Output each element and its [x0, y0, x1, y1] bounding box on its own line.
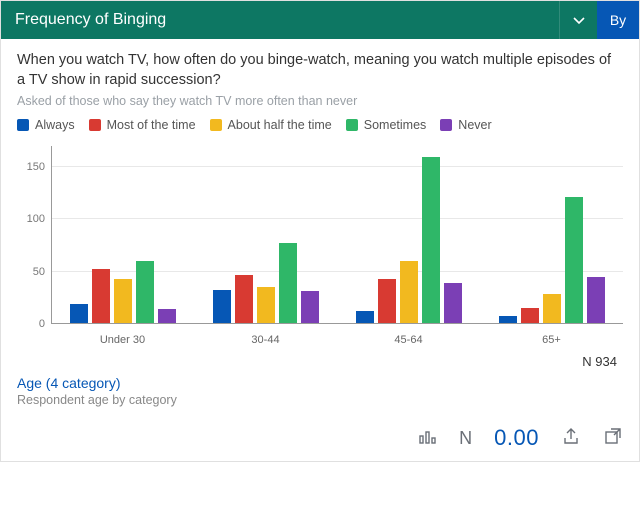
n-toggle[interactable]: N	[459, 428, 472, 449]
y-tick-label: 100	[27, 213, 45, 225]
x-tick-label: 65+	[480, 330, 623, 346]
bar-chart-icon	[417, 426, 437, 446]
y-axis: 050100150	[17, 146, 51, 324]
bar[interactable]	[70, 304, 88, 323]
bar[interactable]	[257, 287, 275, 323]
legend-label: Sometimes	[364, 118, 427, 132]
card-header: Frequency of Binging By	[1, 1, 639, 39]
share-icon	[561, 426, 581, 446]
bar[interactable]	[587, 277, 605, 323]
chart-area: 0 50 100 150 Under 3030-4445-6465+	[17, 146, 623, 346]
bar[interactable]	[422, 157, 440, 324]
bar[interactable]	[499, 316, 517, 323]
legend-label: Never	[458, 118, 491, 132]
bar[interactable]	[543, 294, 561, 323]
legend-swatch	[17, 119, 29, 131]
bar[interactable]	[565, 197, 583, 323]
bar-group	[480, 146, 623, 323]
expand-toggle[interactable]	[559, 1, 597, 39]
chevron-down-icon	[572, 13, 586, 27]
question-subtext: Asked of those who say they watch TV mor…	[17, 94, 623, 108]
legend-item[interactable]: Sometimes	[346, 118, 427, 132]
bar[interactable]	[378, 279, 396, 323]
bar[interactable]	[213, 290, 231, 323]
bar[interactable]	[521, 308, 539, 324]
bar[interactable]	[235, 275, 253, 323]
bar[interactable]	[279, 243, 297, 323]
legend-label: About half the time	[228, 118, 332, 132]
bar[interactable]	[301, 291, 319, 323]
bar[interactable]	[92, 269, 110, 323]
legend-swatch	[89, 119, 101, 131]
popout-button[interactable]	[603, 426, 623, 451]
bar[interactable]	[114, 279, 132, 323]
popout-icon	[603, 426, 623, 446]
y-tick-label: 0	[39, 318, 45, 330]
legend-item[interactable]: Always	[17, 118, 75, 132]
card-title: Frequency of Binging	[1, 1, 559, 39]
legend-swatch	[440, 119, 452, 131]
bar-group	[52, 146, 195, 323]
chart-card: Frequency of Binging By When you watch T…	[0, 0, 640, 462]
legend-item[interactable]: Most of the time	[89, 118, 196, 132]
bar[interactable]	[444, 283, 462, 324]
y-tick-label: 50	[33, 266, 45, 278]
x-tick-label: Under 30	[51, 330, 194, 346]
legend-swatch	[210, 119, 222, 131]
by-button[interactable]: By	[597, 1, 639, 39]
bar[interactable]	[400, 261, 418, 323]
card-toolbar: N 0.00	[1, 417, 639, 461]
card-body: When you watch TV, how often do you bing…	[1, 39, 639, 417]
bar-group	[338, 146, 481, 323]
category-link[interactable]: Age (4 category)	[17, 375, 623, 391]
legend-swatch	[346, 119, 358, 131]
decimal-value[interactable]: 0.00	[494, 425, 539, 451]
chart-type-button[interactable]	[417, 426, 437, 451]
category-desc: Respondent age by category	[17, 393, 623, 407]
x-axis-labels: Under 3030-4445-6465+	[51, 330, 623, 346]
bar[interactable]	[356, 311, 374, 323]
legend-label: Always	[35, 118, 75, 132]
x-tick-label: 45-64	[337, 330, 480, 346]
bar[interactable]	[136, 261, 154, 323]
chart-legend: Always Most of the time About half the tim…	[17, 118, 623, 132]
plot-area	[51, 146, 623, 324]
n-count: N 934	[17, 354, 623, 369]
legend-item[interactable]: About half the time	[210, 118, 332, 132]
bar-group	[195, 146, 338, 323]
bar[interactable]	[158, 309, 176, 324]
legend-label: Most of the time	[107, 118, 196, 132]
y-tick-label: 150	[27, 161, 45, 173]
share-button[interactable]	[561, 426, 581, 451]
question-text: When you watch TV, how often do you bing…	[17, 51, 623, 90]
legend-item[interactable]: Never	[440, 118, 491, 132]
x-tick-label: 30-44	[194, 330, 337, 346]
